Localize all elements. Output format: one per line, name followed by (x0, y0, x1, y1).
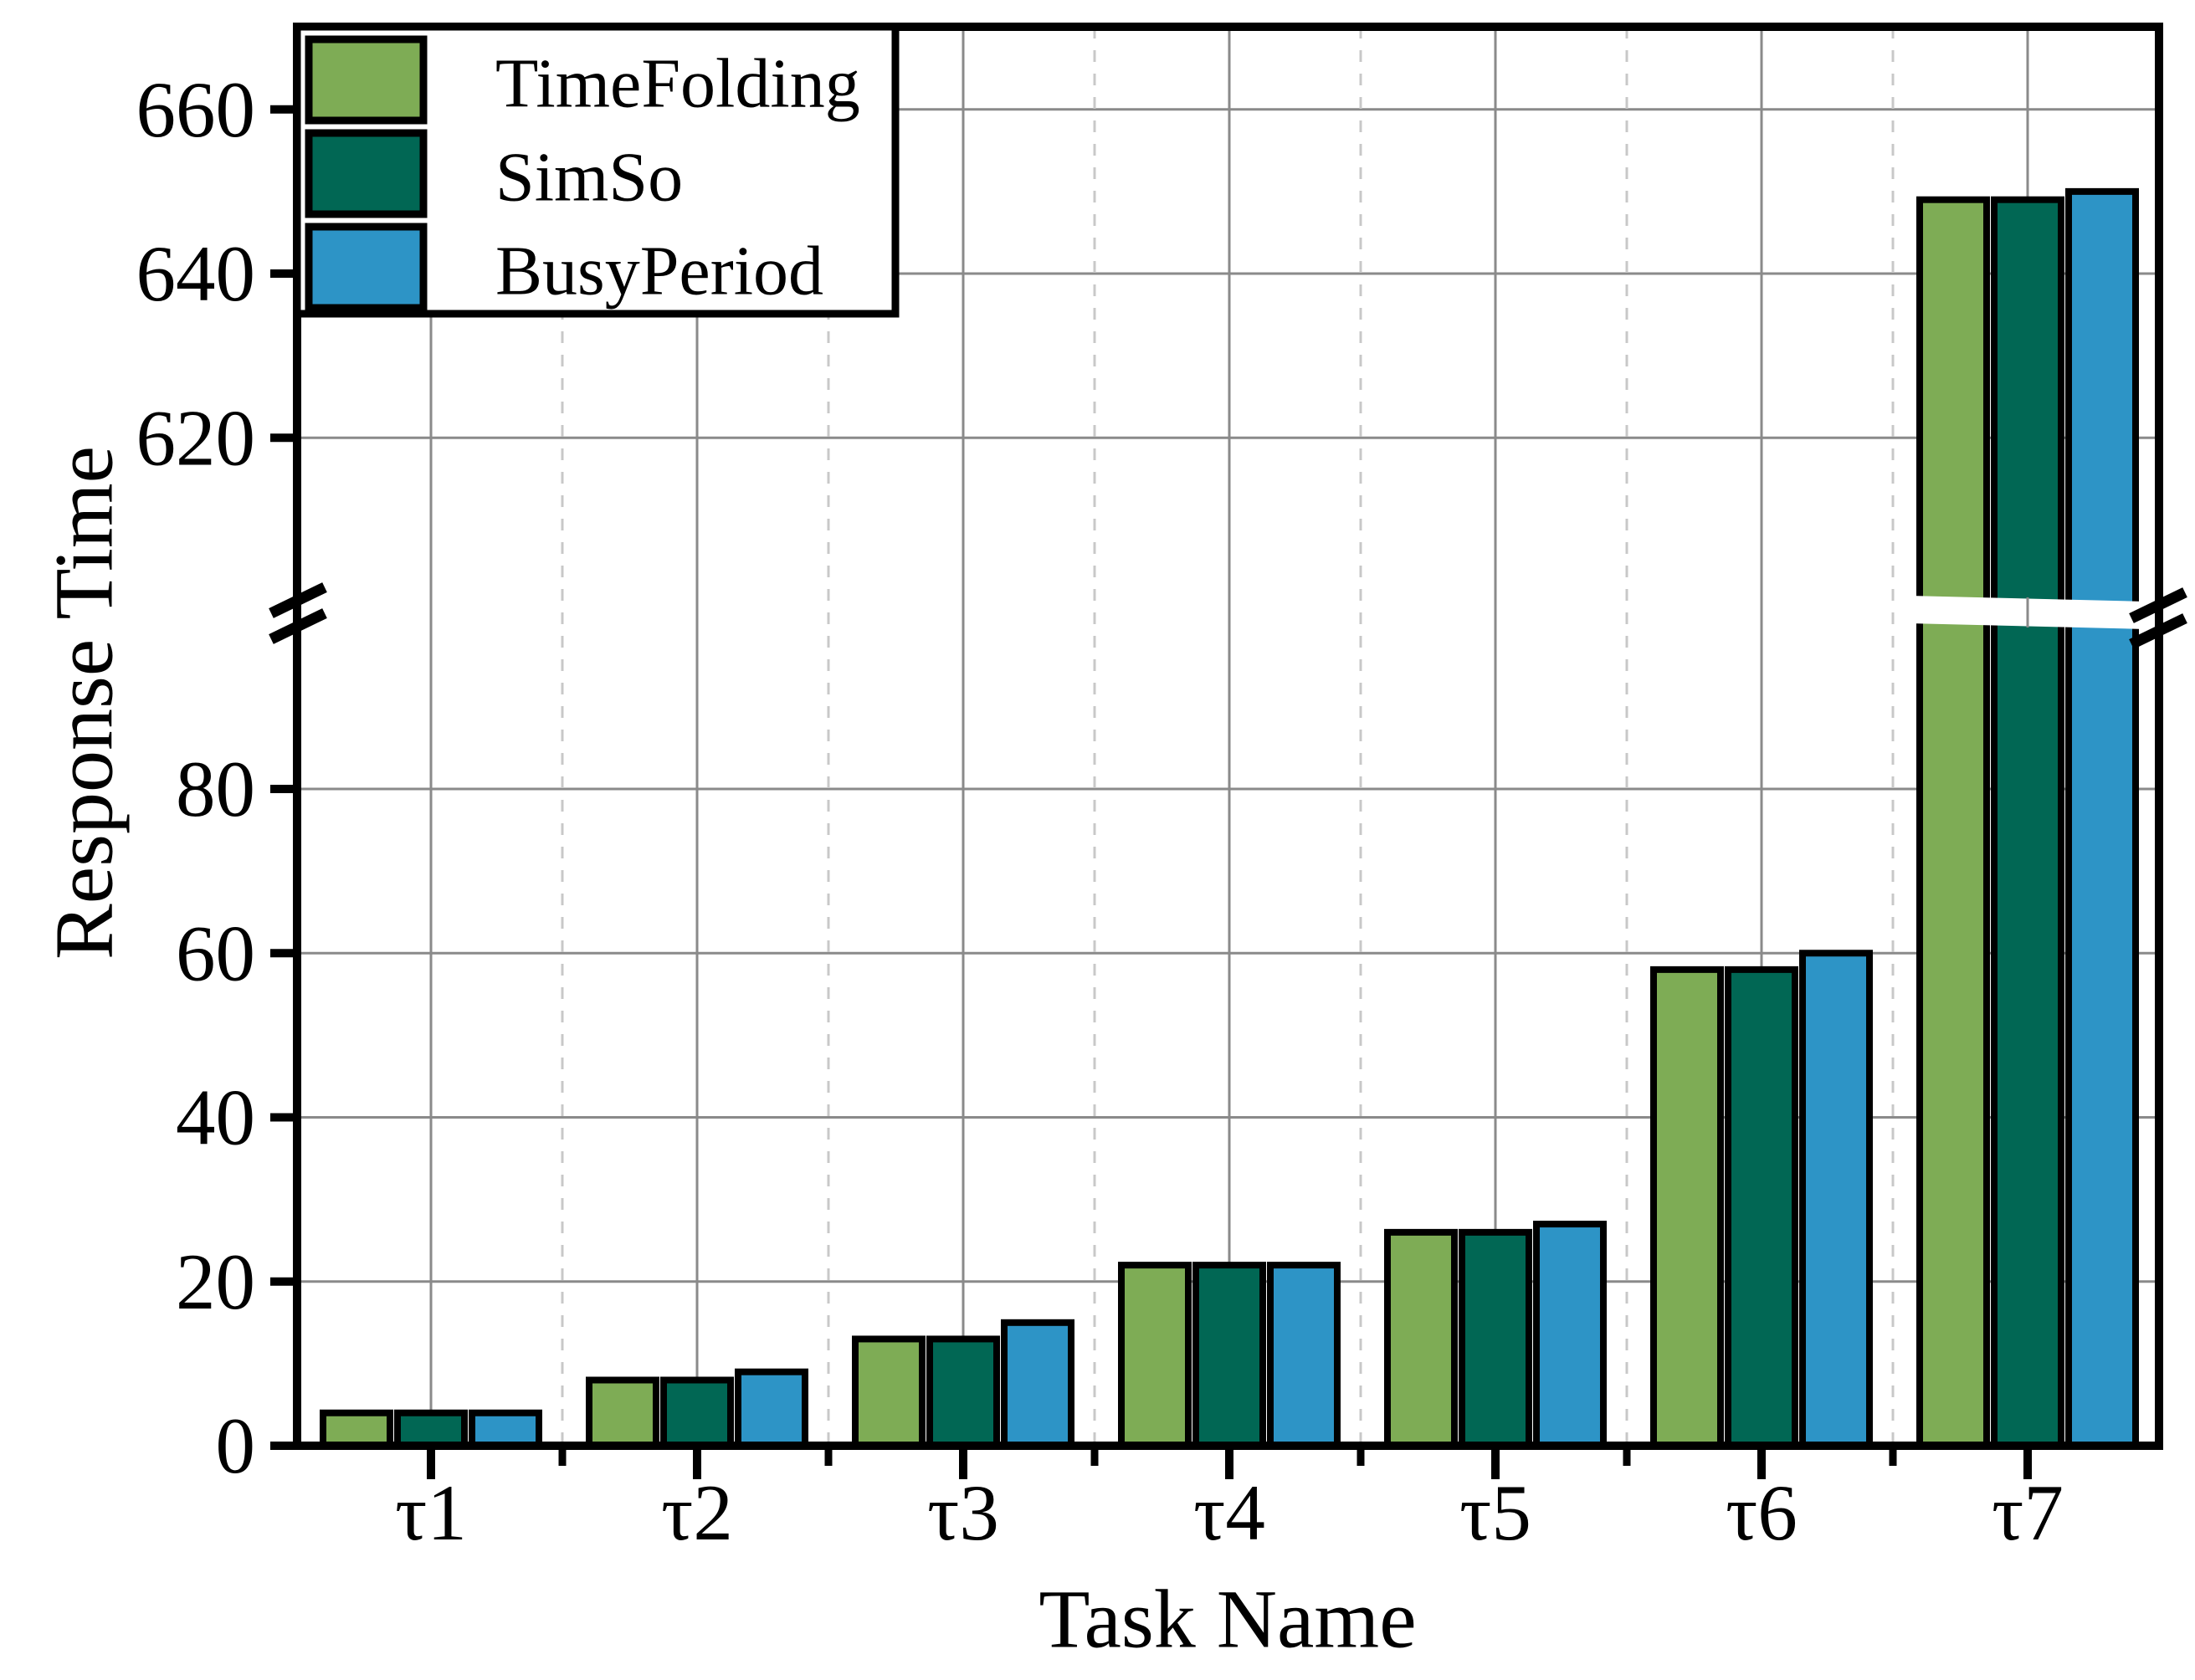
y-tick-label-0: 0 (216, 1401, 256, 1490)
break-slash-left-2 (269, 608, 327, 644)
y-tick-label-640: 640 (136, 229, 256, 318)
y-tick-label-620: 620 (136, 393, 256, 482)
y-tick-label-60: 60 (176, 909, 255, 997)
ticks-layer: 0 20 40 60 80 620 640 660 τ1 τ2 τ3 τ4 τ5 τ6 τ7 (136, 65, 2064, 1557)
x-tick-label-τ6: τ6 (1726, 1468, 1798, 1557)
legend-swatch-simso (305, 129, 428, 218)
x-tick-label-τ5: τ5 (1459, 1468, 1531, 1557)
bar-τ2-SimSo (660, 1376, 734, 1449)
legend: TimeFolding SimSo BusyPeriod (293, 23, 900, 318)
bar-τ4-SimSo (1192, 1262, 1266, 1449)
bar-τ2-TimeFolding (586, 1376, 659, 1449)
legend-swatch-timefolding (305, 35, 428, 125)
x-tick-label-τ7: τ7 (1992, 1468, 2064, 1557)
x-tick-label-τ4: τ4 (1193, 1468, 1265, 1557)
y-tick-label-40: 40 (176, 1073, 255, 1162)
bar-τ6-BusyPeriod (1799, 950, 1873, 1449)
bar-τ7-TimeFolding (1916, 196, 1990, 1449)
x-tick-label-τ2: τ2 (661, 1468, 733, 1557)
bar-τ1-TimeFolding (320, 1409, 393, 1449)
y-axis-title: Response Time (38, 446, 131, 960)
legend-label-simso: SimSo (495, 139, 683, 217)
break-slash-right-2 (2129, 613, 2187, 649)
y-tick-label-80: 80 (176, 745, 255, 833)
bar-τ1-BusyPeriod (469, 1409, 542, 1449)
legend-label-busyperiod: BusyPeriod (495, 233, 823, 310)
bar-τ5-BusyPeriod (1533, 1221, 1607, 1449)
bar-τ3-TimeFolding (852, 1335, 926, 1449)
y-tick-label-660: 660 (136, 65, 256, 154)
bar-τ4-BusyPeriod (1267, 1262, 1341, 1449)
bar-τ3-SimSo (926, 1335, 1000, 1449)
axis-break-marks (269, 582, 2187, 649)
bar-τ6-SimSo (1725, 965, 1798, 1449)
x-minor-ticks (558, 1446, 1897, 1466)
bar-τ4-TimeFolding (1118, 1262, 1192, 1449)
break-slash-right-1 (2129, 587, 2187, 623)
legend-swatch-busyperiod (305, 223, 428, 312)
bar-τ1-SimSo (394, 1409, 468, 1449)
x-axis-title: Task Name (1039, 1573, 1416, 1666)
bar-τ3-BusyPeriod (1001, 1319, 1074, 1449)
bar-τ5-TimeFolding (1384, 1228, 1458, 1449)
x-tick-label-τ3: τ3 (927, 1468, 999, 1557)
bar-τ5-SimSo (1459, 1228, 1532, 1449)
x-tick-label-τ1: τ1 (395, 1468, 467, 1557)
bar-τ6-TimeFolding (1650, 965, 1724, 1449)
bar-τ2-BusyPeriod (735, 1368, 808, 1449)
y-tick-label-20: 20 (176, 1237, 255, 1326)
break-slash-left-1 (269, 582, 327, 618)
bar-τ7-SimSo (1991, 196, 2064, 1449)
bar-τ7-BusyPeriod (2065, 187, 2139, 1449)
legend-label-timefolding: TimeFolding (495, 45, 860, 123)
